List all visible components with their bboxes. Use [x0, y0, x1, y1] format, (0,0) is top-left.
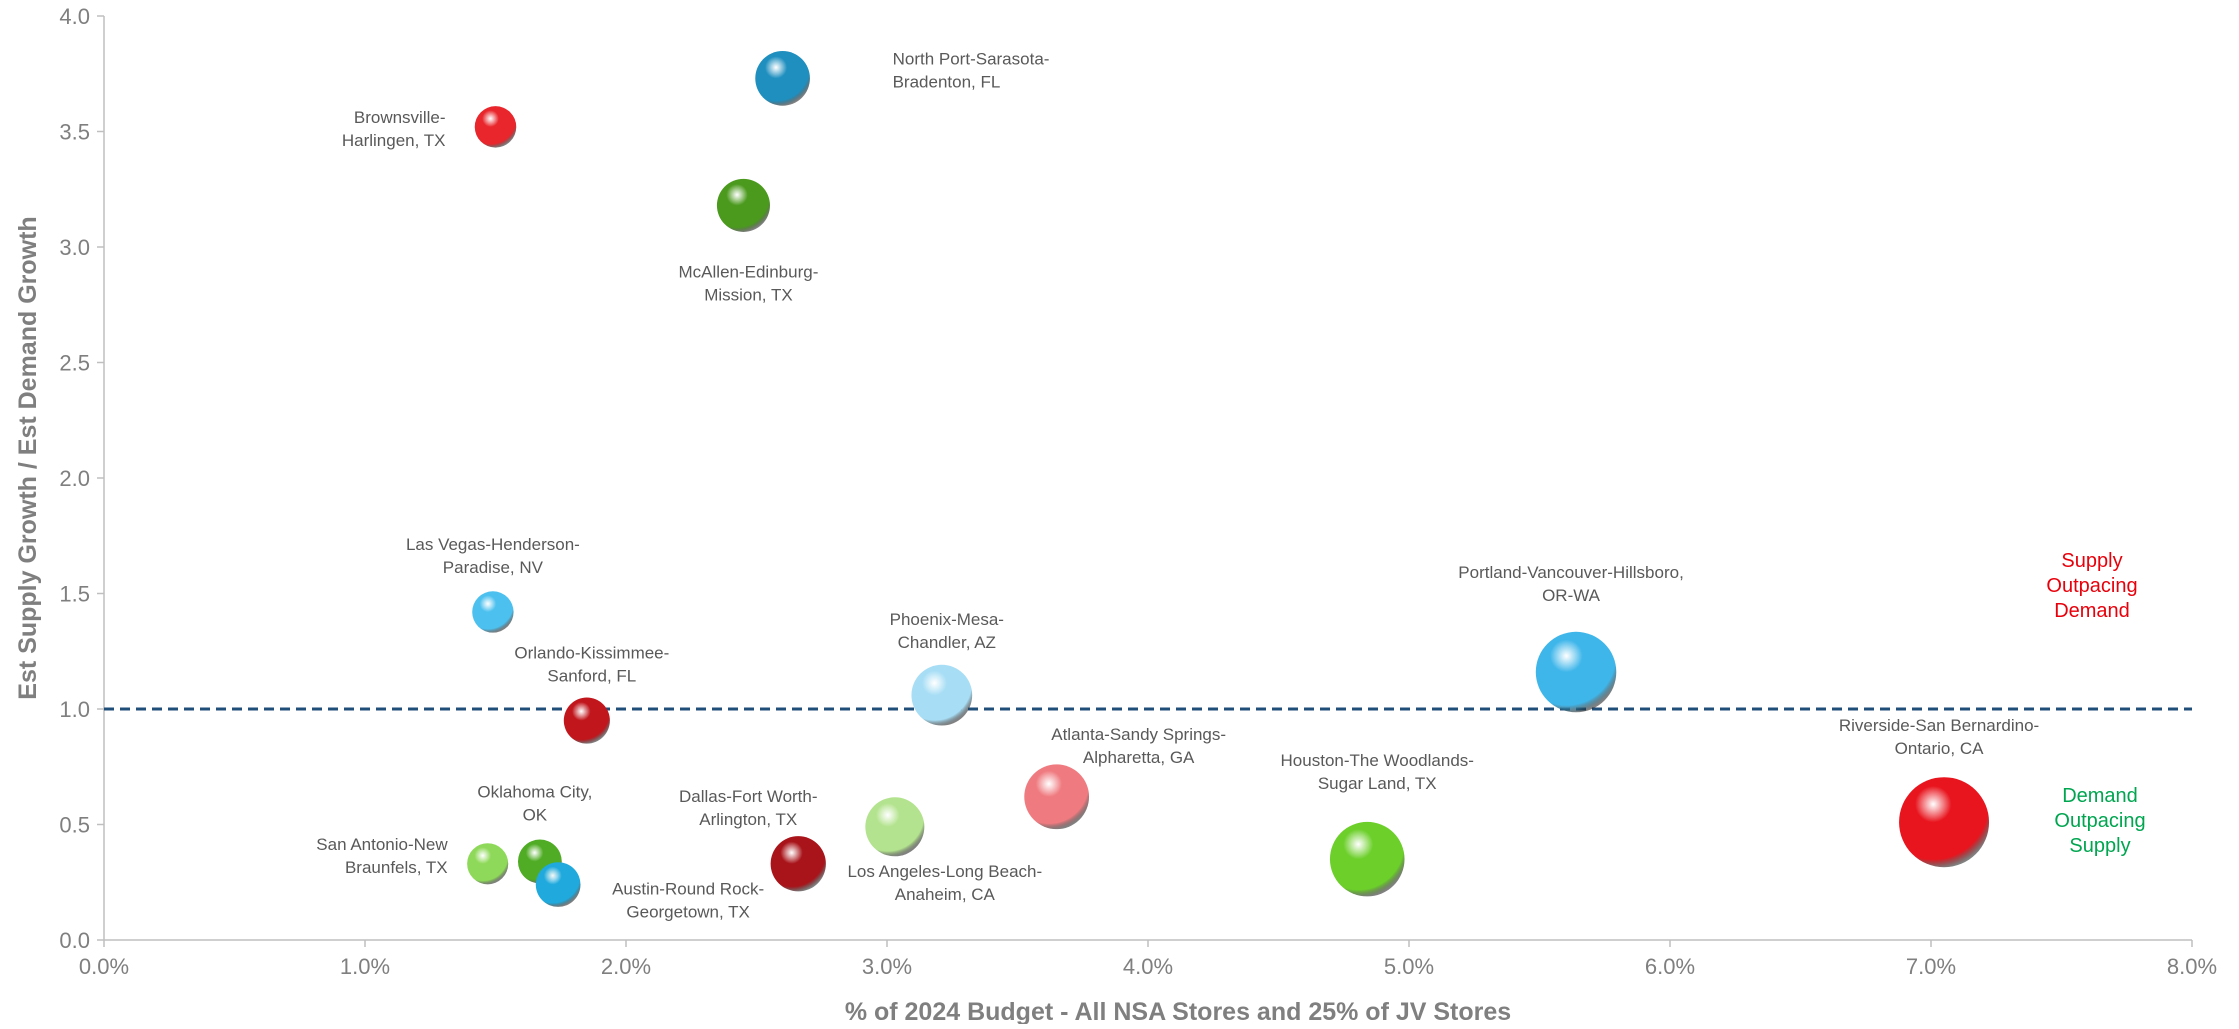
bubble-label: Alpharetta, GA: [1083, 748, 1195, 767]
x-tick-label: 6.0%: [1645, 954, 1695, 979]
bubble-label: San Antonio-New: [316, 835, 448, 854]
y-tick-label: 3.5: [59, 120, 90, 145]
bubble-label: Phoenix-Mesa-: [890, 610, 1004, 629]
bubble-label: Los Angeles-Long Beach-: [847, 862, 1042, 881]
bubble-label: Chandler, AZ: [898, 633, 996, 652]
bubble-label: Atlanta-Sandy Springs-: [1051, 725, 1226, 744]
y-tick-label: 0.0: [59, 928, 90, 953]
y-tick-label: 3.0: [59, 235, 90, 260]
demand-outpacing-supply-note: Supply: [2069, 835, 2130, 857]
bubble-label: Oklahoma City,: [477, 782, 592, 801]
bubble-label: Braunfels, TX: [345, 858, 448, 877]
bubble-label: North Port-Sarasota-: [893, 49, 1050, 68]
x-tick-label: 1.0%: [340, 954, 390, 979]
bubble: [1024, 764, 1090, 830]
x-tick-label: 3.0%: [862, 954, 912, 979]
bubble-label: Las Vegas-Henderson-: [406, 535, 580, 554]
bubble-labels: North Port-Sarasota- Bradenton, FL Brownsv…: [316, 49, 2039, 921]
y-tick-label: 2.5: [59, 351, 90, 376]
bubble-label: Sanford, FL: [547, 667, 636, 686]
x-tick-label: 0.0%: [79, 954, 129, 979]
bubble-label: Mission, TX: [704, 285, 793, 304]
bubble: [472, 591, 514, 633]
bubble-label: Orlando-Kissimmee-: [514, 644, 669, 663]
x-tick-label: 7.0%: [1906, 954, 1956, 979]
region-annotations: Supply Outpacing Demand Demand Outpacing Supp…: [2046, 550, 2145, 857]
x-tick-label: 8.0%: [2167, 954, 2217, 979]
bubble-label: Sugar Land, TX: [1318, 774, 1437, 793]
bubble: [770, 836, 826, 892]
bubble: [716, 178, 770, 232]
bubble: [755, 51, 810, 106]
bubble: [1899, 777, 1990, 868]
y-tick-label: 1.5: [59, 582, 90, 607]
axes: 0.0 0.5 1.0 1.5 2.0 2.5 3.0 3.5 4.0 0.0% 1.0% 2.0% 3…: [14, 4, 2217, 1026]
y-tick-label: 0.5: [59, 813, 90, 838]
bubble: [911, 664, 973, 726]
x-axis-title: % of 2024 Budget - All NSA Stores and 25…: [845, 998, 1511, 1024]
bubble: [563, 697, 610, 744]
x-tick-label: 2.0%: [601, 954, 651, 979]
bubble-label: Dallas-Fort Worth-: [679, 787, 818, 806]
bubble: [865, 797, 925, 857]
bubble-label: Anaheim, CA: [895, 885, 996, 904]
x-tick-label: 4.0%: [1123, 954, 1173, 979]
x-tick-label: 5.0%: [1384, 954, 1434, 979]
bubble: [1535, 631, 1617, 713]
bubble: [535, 862, 581, 907]
bubble-label: Riverside-San Bernardino-: [1839, 716, 2039, 735]
bubble-label: Brownsville-: [354, 108, 446, 127]
bubble-label: Ontario, CA: [1895, 739, 1984, 758]
bubbles: [467, 51, 1990, 907]
supply-outpacing-demand-note: Supply: [2061, 550, 2122, 572]
y-tick-label: 2.0: [59, 466, 90, 491]
y-axis-title: Est Supply Growth / Est Demand Growth: [14, 216, 42, 699]
bubble: [474, 106, 517, 148]
y-tick-label: 4.0: [59, 4, 90, 29]
bubble-label: OK: [523, 805, 548, 824]
bubble-label: Portland-Vancouver-Hillsboro,: [1458, 563, 1684, 582]
supply-outpacing-demand-note: Outpacing: [2046, 575, 2137, 597]
bubble-label: Georgetown, TX: [626, 903, 749, 922]
bubble-label: OR-WA: [1542, 586, 1601, 605]
bubble-label: Houston-The Woodlands-: [1281, 751, 1474, 770]
bubble-label: Harlingen, TX: [342, 131, 446, 150]
y-tick-label: 1.0: [59, 697, 90, 722]
bubble-label: Austin-Round Rock-: [612, 880, 764, 899]
bubble: [1329, 821, 1405, 897]
bubble-label: Paradise, NV: [443, 558, 544, 577]
supply-outpacing-demand-note: Demand: [2054, 600, 2130, 622]
demand-outpacing-supply-note: Outpacing: [2054, 810, 2145, 832]
bubble-label: Arlington, TX: [699, 810, 797, 829]
demand-outpacing-supply-note: Demand: [2062, 785, 2138, 807]
bubble: [467, 843, 509, 885]
bubble-label: Bradenton, FL: [893, 72, 1001, 91]
bubble-label: McAllen-Edinburg-: [679, 262, 819, 281]
